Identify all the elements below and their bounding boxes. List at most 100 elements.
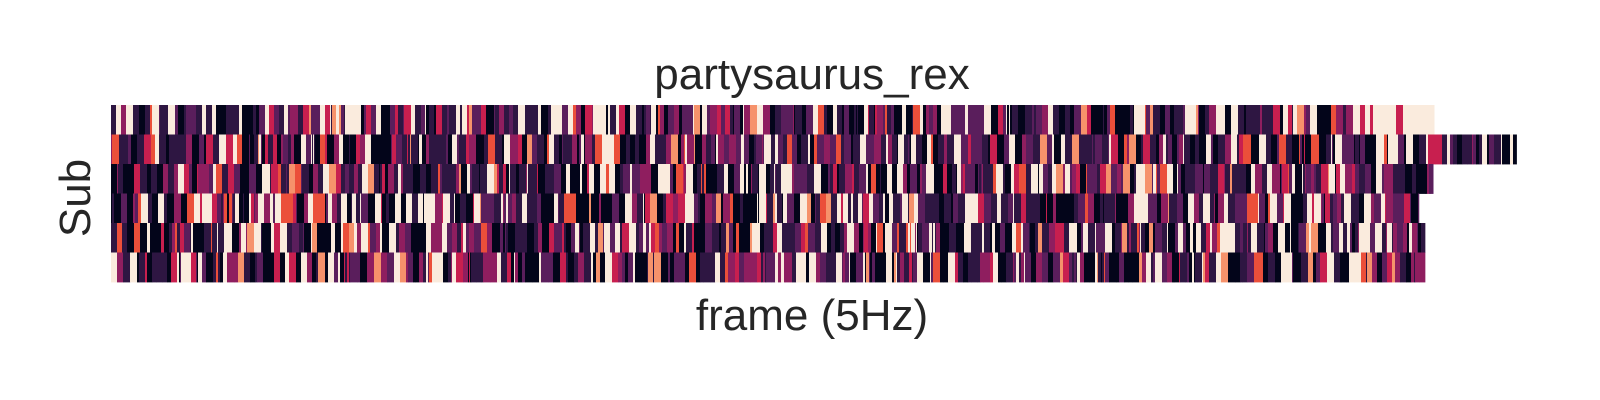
heatmap-cell	[1018, 105, 1026, 135]
heatmap-cell	[306, 252, 308, 283]
heatmap-cell	[362, 164, 366, 194]
heatmap-cell	[902, 193, 907, 224]
heatmap-cell	[1089, 252, 1096, 283]
heatmap-cell	[472, 164, 480, 194]
heatmap-cell	[750, 193, 758, 224]
heatmap-cell	[1048, 252, 1054, 283]
heatmap-cell	[1407, 223, 1410, 253]
heatmap-cell	[554, 134, 560, 165]
heatmap-cell	[436, 105, 443, 135]
heatmap-cell	[827, 223, 832, 253]
heatmap-cell	[1025, 252, 1032, 283]
heatmap-cell	[553, 252, 561, 283]
heatmap-cell	[685, 252, 690, 283]
heatmap-cell	[339, 134, 344, 165]
heatmap-cell	[606, 105, 609, 135]
heatmap-cell	[151, 134, 156, 165]
heatmap-cell	[808, 134, 811, 165]
heatmap-cell	[906, 193, 909, 224]
heatmap-cell	[854, 105, 857, 135]
heatmap-cell	[1143, 134, 1151, 165]
heatmap-cell	[768, 223, 774, 253]
heatmap-cell	[892, 223, 898, 253]
heatmap-cell	[1139, 252, 1143, 283]
heatmap-cell	[623, 164, 631, 194]
heatmap-cell	[1282, 164, 1289, 194]
heatmap-cell	[303, 105, 310, 135]
heatmap-cell	[261, 223, 263, 253]
heatmap-cell	[411, 105, 416, 135]
heatmap-cell	[837, 193, 842, 224]
heatmap-cell	[435, 223, 438, 253]
heatmap-cell	[413, 164, 421, 194]
heatmap-cell	[979, 223, 983, 253]
heatmap-cell	[1172, 252, 1174, 283]
heatmap-cell	[418, 193, 424, 224]
heatmap-cell	[1232, 164, 1240, 194]
heatmap-cell	[734, 105, 741, 135]
heatmap-cell	[895, 105, 903, 135]
heatmap-cell	[724, 164, 729, 194]
heatmap-cell	[920, 105, 924, 135]
heatmap-cell	[385, 164, 389, 194]
heatmap-cell	[1013, 193, 1015, 224]
heatmap-cell	[137, 252, 140, 283]
heatmap-cell	[394, 164, 399, 194]
heatmap-cell	[678, 252, 686, 283]
heatmap-cell	[1351, 193, 1357, 224]
heatmap-cell	[1097, 252, 1099, 283]
heatmap-cell	[1123, 164, 1131, 194]
heatmap-cell	[511, 252, 515, 283]
heatmap-cell	[650, 134, 656, 165]
heatmap-cell	[1435, 134, 1443, 165]
heatmap-cell	[815, 223, 822, 253]
heatmap-cell	[620, 164, 624, 194]
heatmap-cell	[1137, 223, 1140, 253]
heatmap-cell	[451, 252, 453, 283]
heatmap-cell	[442, 134, 447, 165]
heatmap-cell	[1150, 134, 1157, 165]
heatmap-cell	[360, 134, 366, 165]
heatmap-cell	[411, 134, 419, 165]
heatmap-cell	[1012, 105, 1019, 135]
heatmap-cell	[874, 134, 882, 165]
heatmap-cell	[1310, 105, 1318, 135]
heatmap-cell	[886, 252, 890, 283]
heatmap-cell	[501, 252, 508, 283]
heatmap-cell	[763, 105, 771, 135]
heatmap-cell	[1384, 134, 1388, 165]
heatmap-cell	[630, 134, 636, 165]
heatmap-cell	[1021, 223, 1024, 253]
heatmap-cell	[208, 193, 213, 224]
heatmap-cell	[1321, 193, 1323, 224]
heatmap-cell	[318, 164, 324, 194]
heatmap-cell	[759, 164, 767, 194]
heatmap-cell	[1175, 223, 1179, 253]
heatmap-cell	[250, 252, 256, 283]
heatmap-cell	[814, 164, 822, 194]
heatmap-cell	[150, 105, 153, 135]
heatmap-cell	[314, 134, 316, 165]
heatmap-cell	[303, 223, 305, 253]
heatmap-cell	[554, 193, 559, 224]
heatmap-cell	[186, 105, 190, 135]
heatmap-cell	[1183, 105, 1186, 135]
heatmap-cell	[1251, 164, 1256, 194]
heatmap-cell	[1127, 223, 1130, 253]
heatmap-cell	[733, 193, 741, 224]
heatmap-cell	[670, 252, 675, 283]
heatmap-cell	[764, 134, 772, 165]
heatmap-cell	[216, 105, 222, 135]
heatmap-cell	[751, 164, 753, 194]
heatmap-cell	[426, 134, 430, 165]
heatmap-cell	[894, 252, 897, 283]
heatmap-cell	[1032, 105, 1035, 135]
heatmap-cell	[419, 252, 424, 283]
heatmap-cell	[773, 193, 776, 224]
heatmap-cell	[213, 252, 217, 283]
heatmap-cell	[1194, 252, 1196, 283]
heatmap-cell	[640, 164, 647, 194]
heatmap-cell	[1383, 193, 1386, 224]
heatmap-cell	[402, 134, 408, 165]
heatmap-cell	[141, 193, 149, 224]
